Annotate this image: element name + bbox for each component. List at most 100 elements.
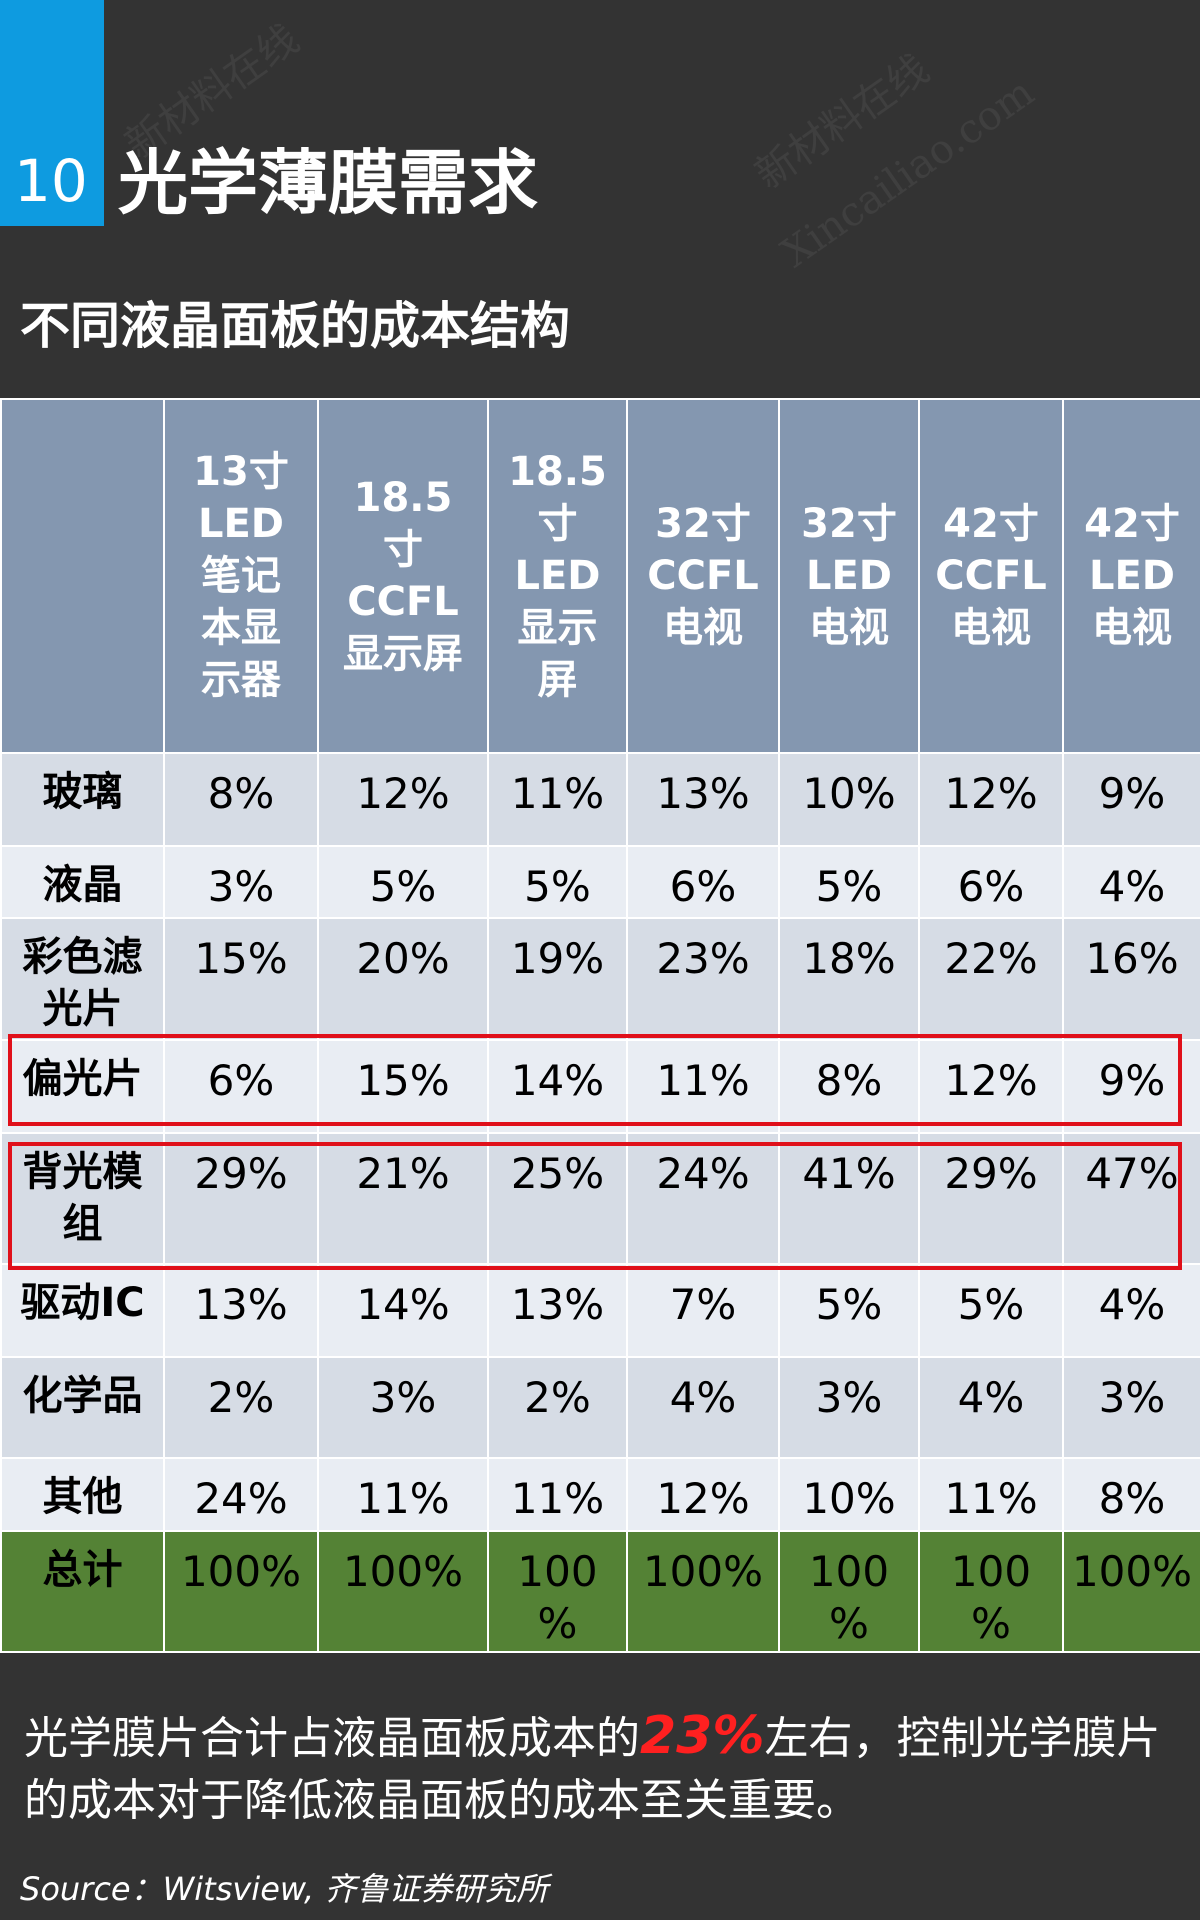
column-header-label: 32寸 CCFL 电视	[647, 500, 759, 651]
slide-title: 光学薄膜需求	[118, 142, 538, 224]
cost-structure-table: 13寸 LED 笔记 本显 示器 18.5 寸 CCFL 显示屏 18.5 寸 LE…	[0, 398, 1200, 1654]
table-cell: 24%	[626, 1131, 780, 1265]
table-cell: 2%	[487, 1355, 628, 1459]
table-cell: 16%	[1062, 917, 1200, 1041]
conclusion-percentage: 23%	[640, 1706, 765, 1766]
table-row: 液晶 3% 5% 5% 6% 5% 6% 4%	[0, 844, 1200, 920]
table-row: 玻璃 8% 12% 11% 13% 10% 12% 9%	[0, 751, 1200, 847]
column-header: 18.5 寸 LED 显示 屏	[487, 398, 628, 754]
table-cell: 8%	[778, 1038, 920, 1134]
table-cell: 10%	[778, 751, 920, 847]
column-header: 18.5 寸 CCFL 显示屏	[317, 398, 489, 754]
table-cell: 7%	[626, 1262, 780, 1358]
table-cell: 13%	[626, 751, 780, 847]
table-row: 化学品 2% 3% 2% 4% 3% 4% 3%	[0, 1355, 1200, 1459]
table-cell: 5%	[918, 1262, 1064, 1358]
table-cell: 15%	[317, 1038, 489, 1134]
table-cell: 21%	[317, 1131, 489, 1265]
column-header-label: 13寸 LED 笔记 本显 示器	[193, 448, 289, 703]
table-cell: 6%	[163, 1038, 319, 1134]
table-row: 总计 100% 100% 100 % 100% 100 % 100 % 100%	[0, 1529, 1200, 1654]
table-cell: 4%	[918, 1355, 1064, 1459]
table-cell: 3%	[163, 844, 319, 920]
row-label: 驱动IC	[0, 1262, 165, 1358]
column-header-label: 18.5 寸 CCFL 显示屏	[343, 474, 463, 677]
table-cell: 100%	[626, 1529, 780, 1654]
table-cell: 100%	[1062, 1529, 1200, 1654]
table-cell: 100 %	[778, 1529, 920, 1654]
table-cell: 3%	[317, 1355, 489, 1459]
slide-number-block	[0, 0, 104, 226]
row-label: 总计	[0, 1529, 165, 1654]
conclusion-text-before: 光学膜片合计占液晶面板成本的	[24, 1713, 640, 1764]
row-label: 化学品	[0, 1355, 165, 1459]
column-header-label: 42寸 LED 电视	[1084, 500, 1180, 651]
column-header: 42寸 LED 电视	[1062, 398, 1200, 754]
column-header: 32寸 CCFL 电视	[626, 398, 780, 754]
table-cell: 6%	[626, 844, 780, 920]
table-cell: 5%	[487, 844, 628, 920]
column-header: 42寸 CCFL 电视	[918, 398, 1064, 754]
table-cell: 14%	[487, 1038, 628, 1134]
table-cell: 8%	[163, 751, 319, 847]
table-cell: 12%	[918, 751, 1064, 847]
highlight-box-polarizer	[8, 1034, 1182, 1126]
row-label: 偏光片	[0, 1038, 165, 1134]
row-label: 其他	[0, 1456, 165, 1532]
conclusion-text-after: 左右，控制光学膜片的成本对于降低液晶面板的成本至关重要。	[24, 1713, 1161, 1826]
table-cell: 11%	[918, 1456, 1064, 1532]
row-label: 彩色滤 光片	[0, 917, 165, 1041]
table-row: 背光模 组 29% 21% 25% 24% 41% 29% 47%	[0, 1131, 1200, 1265]
table-cell: 5%	[778, 1262, 920, 1358]
table-cell: 6%	[918, 844, 1064, 920]
table-cell: 47%	[1062, 1131, 1200, 1265]
table-cell: 13%	[163, 1262, 319, 1358]
slide-number: 10	[14, 147, 88, 215]
slide-subtitle: 不同液晶面板的成本结构	[20, 297, 570, 355]
highlight-box-backlight	[8, 1142, 1182, 1270]
column-header-label: 18.5 寸 LED 显示 屏	[508, 448, 607, 703]
table-cell: 13%	[487, 1262, 628, 1358]
table-cell: 19%	[487, 917, 628, 1041]
table-cell: 9%	[1062, 751, 1200, 847]
table-cell: 100 %	[487, 1529, 628, 1654]
table-cell: 14%	[317, 1262, 489, 1358]
column-header-label: 32寸 LED 电视	[801, 500, 897, 651]
table-cell: 11%	[626, 1038, 780, 1134]
table-cell: 24%	[163, 1456, 319, 1532]
table-cell: 15%	[163, 917, 319, 1041]
table-corner-cell	[0, 398, 165, 754]
column-header: 13寸 LED 笔记 本显 示器	[163, 398, 319, 754]
table-cell: 18%	[778, 917, 920, 1041]
table-cell: 11%	[487, 751, 628, 847]
table-cell: 100 %	[918, 1529, 1064, 1654]
table-cell: 20%	[317, 917, 489, 1041]
table-cell: 23%	[626, 917, 780, 1041]
table-cell: 4%	[1062, 1262, 1200, 1358]
column-header-label: 42寸 CCFL 电视	[935, 500, 1047, 651]
row-label: 液晶	[0, 844, 165, 920]
table-cell: 29%	[918, 1131, 1064, 1265]
row-label: 背光模 组	[0, 1131, 165, 1265]
table-cell: 25%	[487, 1131, 628, 1265]
table-cell: 29%	[163, 1131, 319, 1265]
table-row: 彩色滤 光片 15% 20% 19% 23% 18% 22% 16%	[0, 917, 1200, 1041]
table-cell: 41%	[778, 1131, 920, 1265]
table-cell: 9%	[1062, 1038, 1200, 1134]
table-cell: 11%	[317, 1456, 489, 1532]
table-cell: 11%	[487, 1456, 628, 1532]
table-cell: 22%	[918, 917, 1064, 1041]
row-label: 玻璃	[0, 751, 165, 847]
table-cell: 10%	[778, 1456, 920, 1532]
table-row: 其他 24% 11% 11% 12% 10% 11% 8%	[0, 1456, 1200, 1532]
table-cell: 2%	[163, 1355, 319, 1459]
table-cell: 4%	[1062, 844, 1200, 920]
table-cell: 8%	[1062, 1456, 1200, 1532]
table-cell: 5%	[778, 844, 920, 920]
table-cell: 12%	[626, 1456, 780, 1532]
table-row: 偏光片 6% 15% 14% 11% 8% 12% 9%	[0, 1038, 1200, 1134]
table-cell: 100%	[163, 1529, 319, 1654]
table-cell: 3%	[778, 1355, 920, 1459]
table-cell: 100%	[317, 1529, 489, 1654]
table-cell: 4%	[626, 1355, 780, 1459]
